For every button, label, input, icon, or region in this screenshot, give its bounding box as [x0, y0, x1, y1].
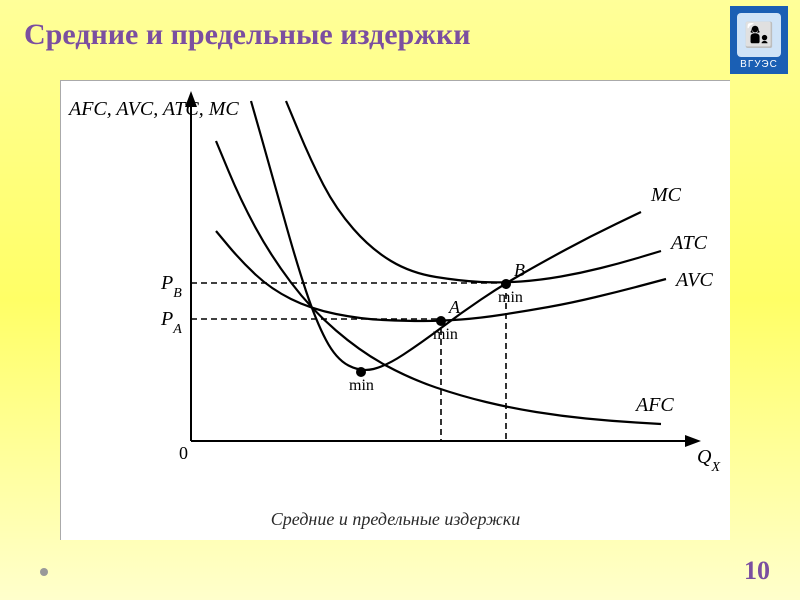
page-number: 10: [744, 556, 770, 586]
chart-panel: 0 AFC, AVC, ATC, MC QX PB PA MC ATC AVC AFC…: [60, 80, 730, 540]
marker-label-mc_min: min: [349, 377, 374, 394]
marker-a: [436, 316, 446, 326]
marker-label-b: min: [498, 289, 523, 306]
curve-label-afc: AFC: [634, 394, 674, 416]
marker-label-a: min: [433, 326, 458, 343]
slide-title: Средние и предельные издержки: [24, 18, 471, 52]
logo-text: ВГУЭС: [740, 59, 778, 70]
chart-caption: Средние и предельные издержки: [61, 509, 730, 530]
bullet-icon: [40, 568, 48, 576]
logo-figure-icon: 👩‍👦: [737, 13, 781, 57]
curve-label-mc: MC: [650, 184, 682, 206]
logo: 👩‍👦 ВГУЭС: [730, 6, 788, 74]
pa-label: PA: [160, 308, 182, 337]
curve-label-avc: AVC: [674, 269, 713, 291]
marker-label-top-a: A: [448, 297, 461, 317]
cost-curves-chart: 0 AFC, AVC, ATC, MC QX PB PA MC ATC AVC AFC…: [61, 81, 731, 501]
curve-atc: [286, 101, 661, 282]
x-axis-label: QX: [697, 446, 720, 475]
origin-label: 0: [179, 443, 188, 463]
marker-mc_min: [356, 367, 366, 377]
y-axis-label: AFC, AVC, ATC, MC: [67, 98, 239, 120]
pb-label: PB: [160, 272, 182, 301]
curve-label-atc: ATC: [669, 232, 708, 254]
curve-avc: [216, 231, 666, 321]
marker-b: [501, 279, 511, 289]
marker-label-top-b: B: [514, 260, 525, 280]
